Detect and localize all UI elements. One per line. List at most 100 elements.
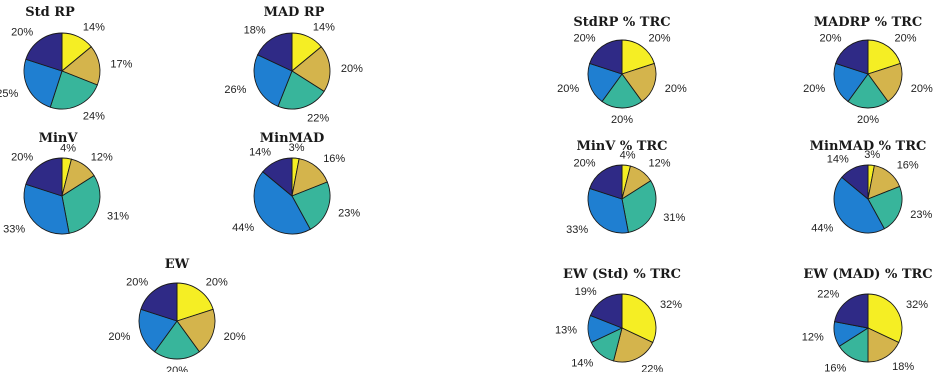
pie-slice bbox=[277, 70, 325, 110]
slice-label: 20% bbox=[11, 151, 33, 163]
pie-slice bbox=[140, 282, 178, 322]
slice-label: 20% bbox=[573, 33, 595, 45]
slice-label: 20% bbox=[341, 63, 363, 75]
slice-label: 20% bbox=[803, 83, 825, 95]
pie-slice bbox=[176, 282, 214, 322]
chart-title: MinMAD % TRC bbox=[810, 139, 927, 154]
chart-title: MinV bbox=[39, 131, 79, 146]
chart-title: Std RP bbox=[25, 5, 75, 20]
pie-chart: EW (MAD) % TRC 32% 18% 16% 12% 22% bbox=[802, 267, 933, 372]
slice-label: 20% bbox=[819, 33, 841, 45]
slice-label: 23% bbox=[910, 209, 932, 221]
pie-chart: StdRP % TRC 20% 20% 20% 20% 20% bbox=[557, 15, 687, 126]
pie-slice bbox=[253, 54, 293, 107]
chart-title: MAD RP bbox=[264, 5, 325, 20]
chart-title: StdRP % TRC bbox=[573, 15, 670, 30]
slice-label: 20% bbox=[206, 276, 228, 288]
slice-label: 33% bbox=[3, 223, 25, 235]
chart-title: MADRP % TRC bbox=[814, 15, 923, 30]
pie-slice bbox=[49, 70, 98, 110]
slice-label: 12% bbox=[802, 331, 824, 343]
pie-slice bbox=[601, 73, 643, 109]
pie-slice bbox=[587, 187, 629, 234]
pie-chart: EW (Std) % TRC 32% 22% 14% 13% 19% bbox=[555, 267, 682, 372]
pie-slice bbox=[589, 39, 623, 75]
slice-label: 16% bbox=[897, 159, 919, 171]
chart-title: MinMAD bbox=[260, 131, 325, 146]
slice-label: 20% bbox=[11, 26, 33, 38]
slice-label: 14% bbox=[249, 147, 271, 159]
pie-slice bbox=[621, 39, 655, 75]
slice-label: 14% bbox=[313, 22, 335, 34]
slice-label: 20% bbox=[911, 83, 933, 95]
pie-slice bbox=[589, 164, 623, 200]
slice-label: 22% bbox=[641, 364, 663, 372]
pie-chart: MAD RP 14% 20% 22% 26% 18% bbox=[224, 5, 363, 125]
chart-title: MinV % TRC bbox=[576, 139, 667, 154]
pie-slice bbox=[61, 175, 101, 234]
slice-label: 20% bbox=[665, 83, 687, 95]
slice-label: 20% bbox=[557, 83, 579, 95]
slice-label: 4% bbox=[60, 142, 76, 154]
slice-label: 12% bbox=[649, 158, 671, 170]
pie-slice bbox=[23, 58, 63, 108]
pie-slice bbox=[25, 157, 63, 197]
slice-label: 3% bbox=[864, 149, 880, 161]
slice-label: 20% bbox=[126, 276, 148, 288]
slice-label: 16% bbox=[824, 362, 846, 372]
pie-slice bbox=[833, 176, 885, 234]
slice-label: 20% bbox=[573, 158, 595, 170]
pie-slice bbox=[833, 62, 869, 103]
slice-label: 20% bbox=[857, 114, 879, 126]
slice-label: 20% bbox=[649, 33, 671, 45]
pie-slice bbox=[291, 181, 331, 230]
slice-label: 20% bbox=[895, 33, 917, 45]
pie-slice bbox=[867, 62, 903, 103]
pie-slice bbox=[621, 293, 657, 344]
pie-chart: MADRP % TRC 20% 20% 20% 20% 20% bbox=[803, 15, 933, 126]
pie-slice bbox=[867, 185, 903, 230]
slice-label: 32% bbox=[660, 299, 682, 311]
pie-slice bbox=[621, 62, 657, 103]
slice-label: 44% bbox=[811, 223, 833, 235]
pie-slice bbox=[176, 308, 216, 353]
pie-slice bbox=[621, 180, 657, 233]
slice-label: 31% bbox=[663, 212, 685, 224]
pie-slice bbox=[612, 327, 654, 363]
slice-label: 22% bbox=[307, 113, 329, 125]
chart-title: EW (MAD) % TRC bbox=[803, 267, 932, 282]
pie-slice bbox=[835, 39, 869, 75]
slice-label: 18% bbox=[244, 25, 266, 37]
pie-slice bbox=[867, 39, 901, 75]
slice-label: 23% bbox=[338, 208, 360, 220]
pie-slice bbox=[262, 157, 293, 197]
slice-label: 44% bbox=[232, 222, 254, 234]
pie-slice bbox=[587, 62, 623, 103]
pie-slice bbox=[291, 46, 331, 92]
slice-label: 20% bbox=[166, 365, 188, 372]
slice-label: 14% bbox=[571, 358, 593, 370]
pie-slice bbox=[834, 293, 869, 329]
slice-label: 17% bbox=[110, 58, 132, 70]
pie-slice bbox=[138, 308, 178, 353]
slice-label: 14% bbox=[83, 22, 105, 34]
pie-slice bbox=[23, 183, 70, 235]
pie-slice bbox=[867, 293, 903, 344]
slice-label: 22% bbox=[817, 288, 839, 300]
slice-label: 16% bbox=[323, 153, 345, 165]
pie-slice bbox=[589, 293, 623, 329]
slice-label: 20% bbox=[108, 331, 130, 343]
pie-chart: Std RP 14% 17% 24% 25% 20% bbox=[0, 5, 133, 122]
slice-label: 24% bbox=[83, 110, 105, 122]
slice-label: 25% bbox=[0, 88, 19, 100]
slice-label: 20% bbox=[224, 331, 246, 343]
slice-label: 4% bbox=[620, 149, 636, 161]
pie-slice bbox=[841, 164, 869, 200]
slice-label: 3% bbox=[289, 142, 305, 154]
slice-label: 26% bbox=[224, 84, 246, 96]
pie-slice bbox=[847, 73, 889, 109]
pie-slice bbox=[25, 32, 63, 72]
